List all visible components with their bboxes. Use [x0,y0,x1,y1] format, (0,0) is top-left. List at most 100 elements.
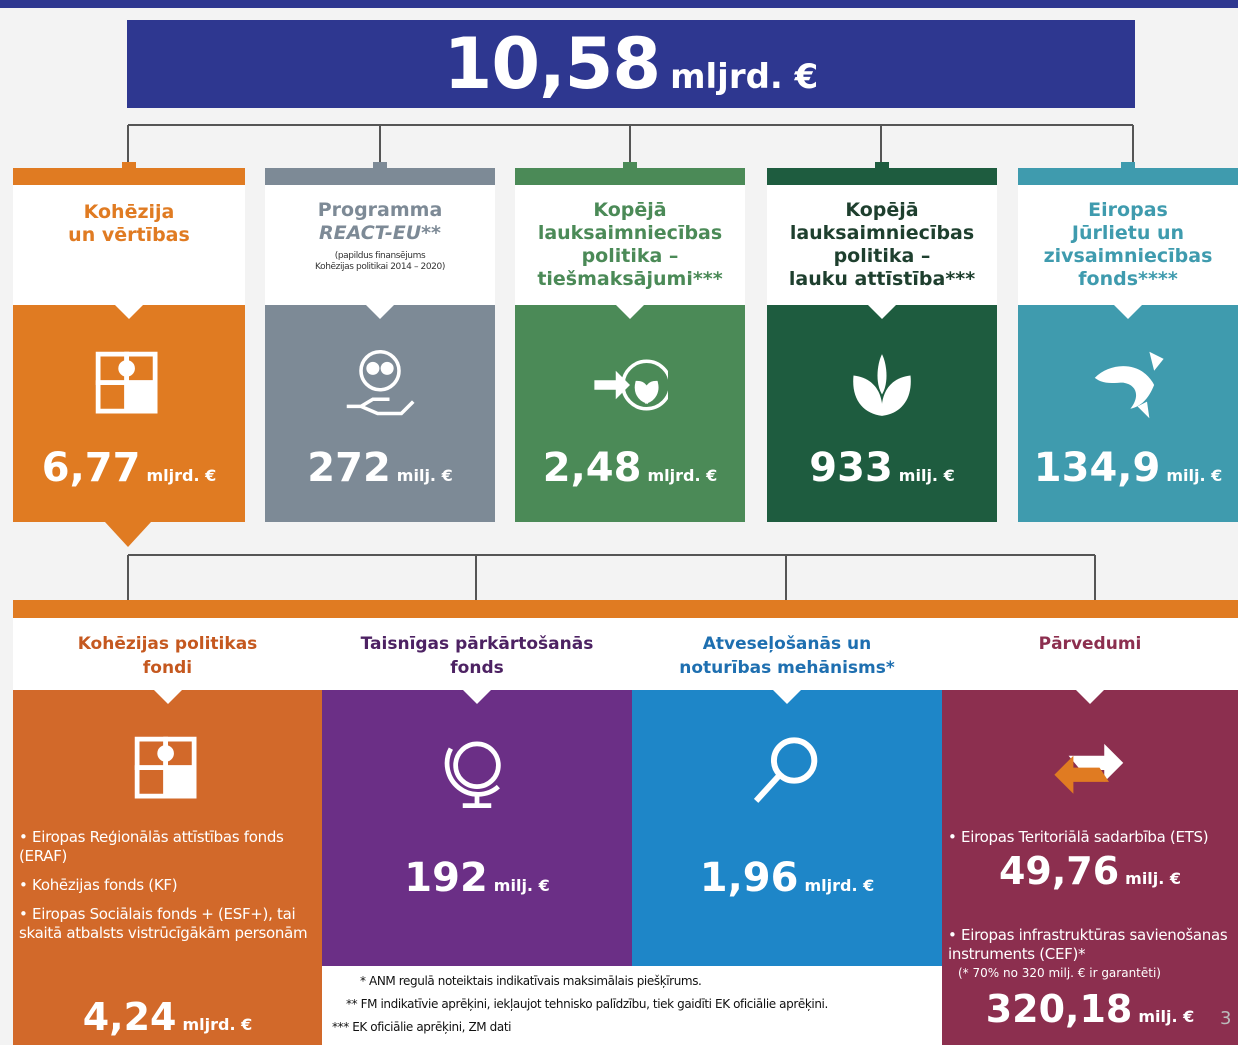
card-title: Taisnīgas pārkārtošanās fonds [322,618,632,690]
icon [91,347,167,423]
transfer-item: Eiropas Teritoriālā sadarbība (ETS) 49,76… [942,828,1238,893]
pointer [153,690,182,704]
icon-graphic [134,736,196,799]
card-connector [623,162,637,172]
amount-value: 192 [404,855,488,901]
amount-value: 320,18 [985,987,1133,1031]
title-line: Kopējā [593,199,667,221]
title-line: politika – [833,245,931,267]
amount-value: 2,48 [542,445,642,491]
icon [439,732,515,808]
footnote: *** EK oficiālie aprēķini, ZM dati [332,1020,512,1034]
card-body: Eiropas Reģionālās attīstības fonds (ERA… [13,690,322,1045]
icon-graphic [444,741,501,808]
title-line: Pārvedumi [1038,634,1142,654]
amount-value: 134,9 [1033,445,1161,491]
item-note: (* 70% no 320 milj. € ir garantēti) [958,966,1161,980]
card-body: Eiropas Teritoriālā sadarbība (ETS) 49,76… [942,690,1238,1045]
card-title: Programma REACT-EU** (papildus finansējums… [265,185,495,305]
icon [1090,347,1166,423]
bullet: Kohēzijas fonds (KF) [19,876,312,895]
transfer-item: Eiropas infrastruktūras savienošanas ins… [942,926,1238,1031]
amount: 49,76 milj. € [942,849,1238,893]
card-strip [1018,168,1238,185]
card-strip [515,168,745,185]
card-body: 6,77 mljrd. € [13,305,245,522]
bottom-card: Pārvedumi Eiropas Teritoriālā sadarbība (… [942,618,1238,1045]
title-line: fonds [450,658,504,678]
card-title: Kopējā lauksaimniecības politika – tiešmaks… [515,185,745,305]
bottom-card: Kohēzijas politikas fondi Eiropas Reģionāl… [13,618,322,1045]
top-card: Kohēzija un vērtības 6,77 mljrd. € [13,162,245,522]
title-line: Jūrlietu un [1071,222,1185,244]
title-line: fonds**** [1078,268,1178,290]
title-line: lauku attīstība*** [788,268,976,290]
amount-unit: mljrd. € [146,466,217,485]
card-strip [265,168,495,185]
top-card: Eiropas Jūrlietu un zivsaimniecības fonds**… [1018,162,1238,522]
amount: 4,24 mljrd. € [13,995,322,1039]
amount-value: 49,76 [998,849,1120,893]
card-body: 933 milj. € [767,305,997,522]
total-banner: 10,58 mljrd. € [127,20,1135,108]
amount-value: 1,96 [699,855,799,901]
title-line: lauksaimniecības [537,222,723,244]
title-line: Eiropas [1088,199,1168,221]
title-line: Programma [317,199,443,221]
page-number: 3 [1220,1008,1232,1029]
bullet: Eiropas Reģionālās attīstības fonds (ERA… [19,828,312,866]
icon-graphic [346,349,415,416]
item-text: Eiropas infrastruktūras savienošanas ins… [948,926,1228,964]
pointer [868,305,896,319]
amount-value: 4,24 [82,995,177,1039]
icon-graphic [853,354,911,416]
footnote: ** FM indikatīvie aprēķini, iekļaujot te… [346,997,828,1011]
connectors [105,124,1134,600]
title-line: un vērtības [68,224,190,246]
card-title: Pārvedumi [942,618,1238,690]
title-line: noturības mehānisms* [679,658,895,678]
pointer [773,690,801,704]
pointer [1114,305,1142,319]
amount-unit: mljrd. € [647,466,718,485]
amount: 933 milj. € [767,445,997,491]
card-body: 134,9 milj. € [1018,305,1238,522]
card-strip [13,168,245,185]
amount-value: 272 [307,445,391,491]
amount: 2,48 mljrd. € [515,445,745,491]
title-line: Kopējā [845,199,919,221]
icon [130,732,206,808]
amount: 192 milj. € [322,855,632,901]
bottom-strip [13,600,1238,618]
icon [844,347,920,423]
amount: 272 milj. € [265,445,495,491]
top-band [0,0,1238,8]
top-card: Kopējā lauksaimniecības politika – tiešmaks… [515,162,745,522]
pointer [366,305,394,319]
card-body: 272 milj. € [265,305,495,522]
icon [1052,732,1128,808]
card-connector [373,162,387,172]
amount-value: 933 [809,445,893,491]
top-card: Kopējā lauksaimniecības politika – lauku at… [767,162,997,522]
footnotes: * ANM regulā noteiktais indikatīvais mak… [322,966,942,1045]
amount-unit: mljrd. € [182,1015,253,1034]
title-line: zivsaimniecības [1043,245,1213,267]
total-value: 10,58 [443,23,661,105]
title-line: fondi [142,658,193,678]
amount-unit: mljrd. € [804,876,875,895]
amount: 1,96 mljrd. € [632,855,942,901]
amount: 6,77 mljrd. € [13,445,245,491]
title-line: REACT-EU** [318,222,441,244]
card-title: Kohēzija un vērtības [13,185,245,305]
title-line: politika – [581,245,679,267]
card-title: Atveseļošanās un noturības mehānisms* [632,618,942,690]
title-line: Kohēzija [83,201,175,223]
card-connector [875,162,889,172]
title-line: tiešmaksājumi*** [537,268,723,290]
title-line: Taisnīgas pārkārtošanās [360,634,594,654]
card-title: Kopējā lauksaimniecības politika – lauku at… [767,185,997,305]
icon-graphic [594,359,673,411]
pointer [616,305,644,319]
